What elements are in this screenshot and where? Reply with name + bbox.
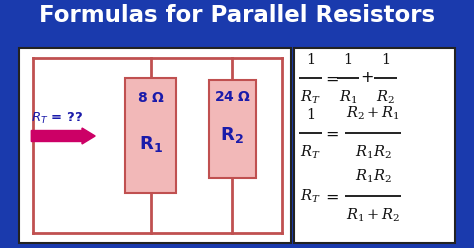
Text: $+$: $+$ bbox=[360, 70, 374, 86]
Text: $1$: $1$ bbox=[381, 52, 390, 67]
Bar bbox=[294, 48, 455, 243]
Text: $R_T$ = ??: $R_T$ = ?? bbox=[31, 110, 83, 125]
Text: $\mathbf{R_1}$: $\mathbf{R_1}$ bbox=[138, 133, 163, 154]
Text: $1$: $1$ bbox=[343, 52, 352, 67]
Text: $R_T$: $R_T$ bbox=[300, 89, 320, 106]
Text: $R_2$: $R_2$ bbox=[376, 89, 395, 106]
Text: Formulas for Parallel Resistors: Formulas for Parallel Resistors bbox=[39, 4, 435, 28]
Text: $1$: $1$ bbox=[306, 52, 315, 67]
FancyArrow shape bbox=[31, 128, 95, 144]
Text: $R_T$: $R_T$ bbox=[300, 187, 320, 205]
Text: $R_T$: $R_T$ bbox=[300, 144, 320, 161]
Text: $R_1R_2$: $R_1R_2$ bbox=[355, 168, 392, 185]
Text: $\mathbf{R_2}$: $\mathbf{R_2}$ bbox=[220, 125, 244, 145]
Text: $\mathbf{24\ \Omega}$: $\mathbf{24\ \Omega}$ bbox=[214, 90, 251, 104]
Text: $R_1R_2$: $R_1R_2$ bbox=[355, 144, 392, 161]
Text: $=$: $=$ bbox=[321, 125, 338, 141]
Text: $=$: $=$ bbox=[321, 70, 338, 86]
Bar bbox=[125, 78, 176, 193]
Bar bbox=[209, 80, 256, 178]
Text: $R_1$: $R_1$ bbox=[338, 89, 357, 106]
Text: $1$: $1$ bbox=[306, 107, 315, 122]
Text: $\mathbf{8\ \Omega}$: $\mathbf{8\ \Omega}$ bbox=[137, 91, 164, 105]
Text: $=$: $=$ bbox=[321, 188, 338, 204]
Bar bbox=[19, 48, 292, 243]
Text: $R_2+R_1$: $R_2+R_1$ bbox=[346, 105, 400, 122]
Text: $R_1+R_2$: $R_1+R_2$ bbox=[346, 207, 401, 224]
